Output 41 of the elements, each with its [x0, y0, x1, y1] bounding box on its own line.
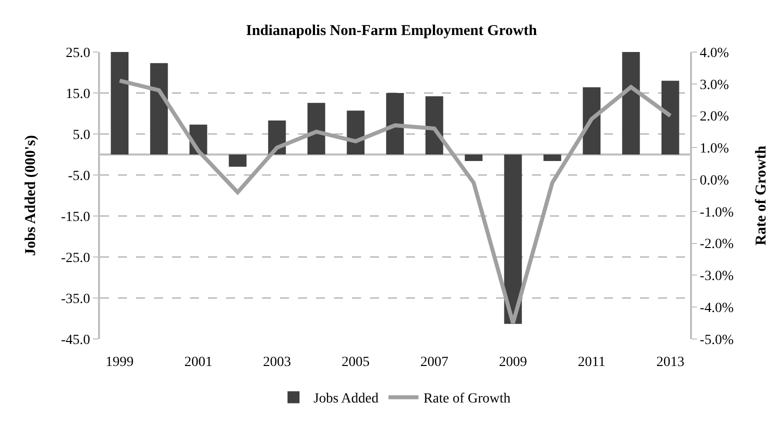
- y-tick-label: -5.0: [68, 168, 90, 184]
- x-tick-label: 2011: [578, 355, 606, 370]
- x-tick-label: 2013: [656, 355, 684, 370]
- bar: [386, 93, 404, 154]
- legend-label: Jobs Added: [314, 392, 378, 407]
- legend-label: Rate of Growth: [423, 392, 511, 407]
- y-tick-label: 15.0: [66, 86, 90, 102]
- chart-title: Indianapolis Non-Farm Employment Growth: [246, 22, 538, 39]
- bar: [622, 52, 640, 154]
- bar: [150, 63, 168, 154]
- x-tick-label: 2001: [184, 355, 212, 370]
- x-tick-label: 2005: [342, 355, 370, 370]
- x-tick-label: 2003: [263, 355, 291, 370]
- y2-tick-label: -4.0%: [700, 301, 734, 316]
- y-tick-label: -35.0: [61, 292, 90, 307]
- y2-axis-title: Rate of Growth: [753, 144, 770, 246]
- y2-tick-label: 4.0%: [700, 46, 730, 61]
- y-tick-label: -45.0: [61, 332, 90, 348]
- y2-tick-label: 0.0%: [700, 173, 730, 188]
- y2-tick-label: -1.0%: [700, 205, 734, 220]
- bar: [543, 154, 562, 162]
- y-tick-label: -25.0: [61, 250, 90, 266]
- x-tick-label: 2009: [499, 355, 527, 370]
- bar: [464, 154, 483, 162]
- y-tick-label: 25.0: [66, 46, 90, 61]
- bar: [661, 80, 680, 154]
- y2-tick-label: 3.0%: [700, 78, 730, 93]
- y2-tick-label: -5.0%: [700, 332, 734, 348]
- x-tick-label: 1999: [106, 355, 134, 370]
- bar: [504, 154, 522, 324]
- y-tick-label: 5.0: [72, 128, 90, 143]
- y-tick-label: -15.0: [61, 210, 90, 225]
- y-axis-title: Jobs Added (000's): [22, 135, 39, 256]
- y2-tick-label: 2.0%: [700, 110, 730, 125]
- bar: [228, 154, 247, 167]
- bar: [110, 52, 129, 154]
- x-tick-label: 2007: [420, 355, 448, 370]
- y2-tick-label: -2.0%: [700, 237, 734, 252]
- y2-tick-label: -3.0%: [700, 269, 734, 284]
- y2-tick-label: 1.0%: [700, 142, 730, 157]
- bar: [307, 102, 326, 154]
